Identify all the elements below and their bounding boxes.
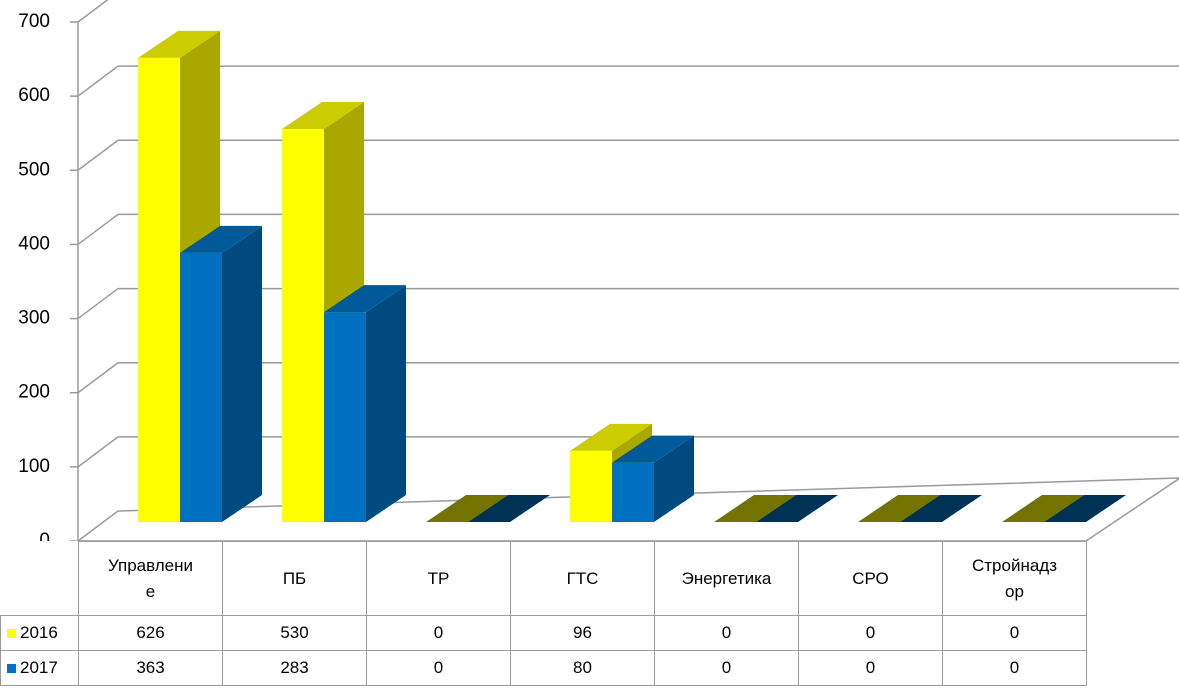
value-cell: 530 (222, 615, 367, 651)
grid-line-depth (77, 436, 119, 468)
series-row: 2016 626 530 0 96 0 0 0 (0, 615, 1087, 651)
value-cell: 626 (78, 615, 223, 651)
bar-top (282, 102, 364, 130)
grid-line-depth (77, 0, 109, 23)
category-cell: ПБ (222, 541, 367, 616)
bar (426, 495, 508, 522)
bar-front (612, 462, 654, 522)
y-tick-label: 300 (18, 308, 50, 329)
value-cell: 0 (654, 615, 799, 651)
category-label: Управление (107, 555, 194, 601)
bar (1002, 495, 1084, 522)
legend-cell: 2017 (0, 650, 79, 686)
bar (180, 225, 262, 522)
category-cell: СРО (798, 541, 943, 616)
category-label: СРО (852, 568, 889, 588)
category-label: ТР (427, 568, 450, 588)
bar-top (180, 225, 262, 253)
y-tick-label: 200 (18, 382, 50, 403)
bar (468, 495, 550, 522)
legend-swatch (7, 629, 16, 638)
grid-line-depth (77, 65, 119, 97)
bar-side (366, 285, 406, 522)
bar (858, 495, 940, 522)
floor (76, 477, 1179, 541)
y-tick-label: 600 (18, 85, 50, 106)
value-cell: 80 (510, 650, 655, 686)
value-cell: 0 (942, 615, 1087, 651)
corner-cell (0, 541, 79, 616)
bar (1044, 495, 1126, 522)
grid-line-depth (77, 362, 119, 394)
bar (900, 495, 982, 522)
category-cell: ГТС (510, 541, 655, 616)
value-cell: 0 (942, 650, 1087, 686)
plot: 0 100 200 300 400 500 600 700 (18, 0, 1179, 541)
bar-front (324, 312, 366, 522)
series-row: 2017 363 283 0 80 0 0 0 (0, 650, 1087, 686)
legend-swatch (7, 664, 16, 673)
bar-top (900, 495, 982, 522)
value-cell: 0 (798, 615, 943, 651)
legend-label: 2016 (20, 623, 58, 642)
bar (612, 435, 694, 522)
category-cell: Стройнадзор (942, 541, 1087, 616)
value-cell: 0 (366, 615, 511, 651)
value-cell: 0 (654, 650, 799, 686)
bar-top (570, 423, 652, 451)
category-cell: Управление (78, 541, 223, 616)
legend-cell: 2016 (0, 615, 79, 651)
y-tick-label: 500 (18, 159, 50, 180)
bar-top (756, 495, 838, 522)
header-row: Управление ПБ ТР ГТС Энергетика СРО Стройнадзо… (0, 541, 1087, 616)
bar-top (612, 435, 694, 463)
bar-front (138, 57, 180, 522)
bar-top (714, 495, 796, 522)
value-cell: 283 (222, 650, 367, 686)
category-cell: ТР (366, 541, 511, 616)
bar-side (222, 225, 262, 522)
y-tick-label: 100 (18, 456, 50, 477)
bar-top (138, 30, 220, 58)
grid-line-depth (77, 139, 119, 171)
bar-top (1044, 495, 1126, 522)
bar-top (426, 495, 508, 522)
bar-side (654, 435, 694, 522)
y-tick-label: 0 (39, 530, 50, 541)
bar-top (858, 495, 940, 522)
grid-line-depth (77, 213, 119, 246)
grid-line-depth (77, 287, 119, 320)
category-label: Энергетика (681, 568, 772, 588)
value-cell: 96 (510, 615, 655, 651)
category-cell: Энергетика (654, 541, 799, 616)
y-tick-label: 400 (18, 233, 50, 254)
data-table: Управление ПБ ТР ГТС Энергетика СРО Стройнадзо… (0, 541, 1087, 686)
bar (714, 495, 796, 522)
legend-label: 2017 (20, 658, 58, 677)
bar-front (570, 450, 612, 522)
value-cell: 0 (366, 650, 511, 686)
value-cell: 363 (78, 650, 223, 686)
bar-top (1002, 495, 1084, 522)
y-tick-label: 700 (18, 11, 50, 32)
bar-front (282, 129, 324, 523)
bar-front (180, 252, 222, 522)
bar (756, 495, 838, 522)
bar-top (468, 495, 550, 522)
value-cell: 0 (798, 650, 943, 686)
category-label: ГТС (566, 568, 599, 588)
bar (324, 285, 406, 522)
category-label: ПБ (282, 568, 307, 588)
category-label: Стройнадзор (971, 555, 1058, 601)
bar-top (324, 285, 406, 313)
